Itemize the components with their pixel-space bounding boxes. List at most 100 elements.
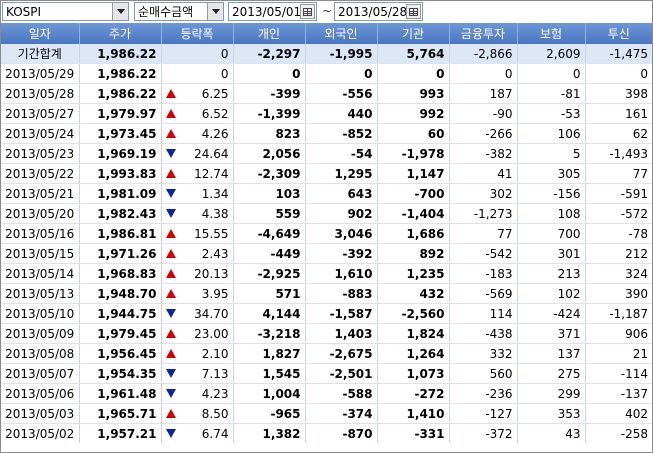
cell-foreign: -54 bbox=[305, 143, 378, 164]
cell-price: 1,969.19 bbox=[79, 143, 162, 164]
table-row[interactable]: 2013/05/28 1,986.22 6.25 -399 -556 993 187 -81 3… bbox=[1, 83, 652, 104]
cell-foreign: 3,046 bbox=[305, 223, 378, 244]
cell-institution: 1,824 bbox=[377, 323, 450, 344]
cell-insurance: 5 bbox=[517, 143, 586, 164]
table-row[interactable]: 2013/05/09 1,979.45 23.00 -3,218 1,403 1,824-… bbox=[1, 323, 652, 344]
column-header-price[interactable]: 주가 bbox=[79, 23, 162, 44]
change-value: 4.26 bbox=[201, 126, 229, 141]
end-date-field[interactable]: 2013/05/28 bbox=[334, 2, 423, 21]
cell-institution: 992 bbox=[377, 103, 450, 124]
market-select[interactable]: KOSPI bbox=[2, 2, 129, 21]
table-row[interactable]: 2013/05/20 1,982.43 4.38 559 902 -1,404 -1,273… bbox=[1, 203, 652, 224]
cell-date: 2013/05/20 bbox=[1, 203, 80, 224]
cell-price: 1,986.22 bbox=[79, 44, 162, 64]
chevron-down-icon bbox=[116, 9, 125, 14]
column-header-financial-investment[interactable]: 금융투자 bbox=[449, 23, 518, 44]
column-header-foreign[interactable]: 외국인 bbox=[305, 23, 378, 44]
column-header-change[interactable]: 등락폭 bbox=[161, 23, 234, 44]
cell-change: 7.13 bbox=[161, 363, 234, 384]
metric-dropdown-button[interactable] bbox=[207, 3, 223, 20]
up-triangle-icon bbox=[165, 349, 176, 358]
cell-foreign: 1,610 bbox=[305, 263, 378, 284]
cell-foreign: 902 bbox=[305, 203, 378, 224]
cell-individual: 1,827 bbox=[233, 343, 306, 364]
calendar-icon bbox=[303, 8, 312, 16]
cell-individual: -2,297 bbox=[233, 44, 306, 64]
cell-foreign: -852 bbox=[305, 123, 378, 144]
cell-individual: 1,004 bbox=[233, 383, 306, 404]
cell-date: 2013/05/28 bbox=[1, 83, 80, 104]
up-triangle-icon bbox=[165, 129, 176, 138]
cell-change: 24.64 bbox=[161, 143, 234, 164]
table-row[interactable]: 2013/05/03 1,965.71 8.50 -965 -374 1,410 -127 3… bbox=[1, 403, 652, 424]
change-value: 15.55 bbox=[194, 226, 229, 241]
end-calendar-button[interactable] bbox=[406, 4, 421, 19]
table-row[interactable]: 2013/05/22 1,993.83 12.74 -2,309 1,295 1,147 4… bbox=[1, 163, 652, 184]
cell-institution: 1,235 bbox=[377, 263, 450, 284]
cell-price: 1,979.97 bbox=[79, 103, 162, 124]
cell-institution: 5,764 bbox=[377, 44, 450, 64]
cell-individual: 0 bbox=[233, 63, 306, 84]
cell-individual: 1,382 bbox=[233, 423, 306, 443]
change-value: 8.50 bbox=[201, 406, 229, 421]
cell-price: 1,965.71 bbox=[79, 403, 162, 424]
table-row[interactable]: 2013/05/15 1,971.26 2.43 -449 -392 892 -542 301… bbox=[1, 243, 652, 264]
table-row[interactable]: 2013/05/02 1,957.21 6.74 1,382 -870 -331 -372 4… bbox=[1, 423, 652, 443]
cell-change: 6.74 bbox=[161, 423, 234, 443]
metric-select[interactable]: 순매수금액 bbox=[134, 2, 224, 21]
change-value: 6.25 bbox=[201, 86, 229, 101]
cell-insurance: 0 bbox=[517, 63, 586, 84]
cell-fin-invest: -382 bbox=[449, 143, 518, 164]
column-header-date[interactable]: 일자 bbox=[1, 23, 80, 44]
table-row[interactable]: 2013/05/08 1,956.45 2.10 1,827 -2,675 1,264 33… bbox=[1, 343, 652, 364]
column-header-insurance[interactable]: 보험 bbox=[517, 23, 586, 44]
cell-individual: -4,649 bbox=[233, 223, 306, 244]
cell-trust: 324 bbox=[585, 263, 652, 284]
cell-price: 1,979.45 bbox=[79, 323, 162, 344]
cell-insurance: -156 bbox=[517, 183, 586, 204]
table-row[interactable]: 2013/05/14 1,968.83 20.13 -2,925 1,610 1,235-… bbox=[1, 263, 652, 284]
cell-individual: 571 bbox=[233, 283, 306, 304]
cell-insurance: 106 bbox=[517, 123, 586, 144]
start-calendar-button[interactable] bbox=[300, 4, 315, 19]
table-row[interactable]: 2013/05/29 1,986.22 0 0 0 0 0 0 0 bbox=[1, 63, 652, 84]
cell-institution: 993 bbox=[377, 83, 450, 104]
column-header-individual[interactable]: 개인 bbox=[233, 23, 306, 44]
table-row[interactable]: 2013/05/10 1,944.75 34.70 4,144 -1,587 -2,560… bbox=[1, 303, 652, 324]
table-row[interactable]: 2013/05/24 1,973.45 4.26 823 -852 60 -266 106 62 bbox=[1, 123, 652, 144]
down-triangle-icon bbox=[165, 209, 176, 218]
cell-fin-invest: 77 bbox=[449, 223, 518, 244]
down-triangle-icon bbox=[165, 309, 176, 318]
cell-institution: 892 bbox=[377, 243, 450, 264]
table-row-total[interactable]: 기간합계 1,986.22 0 -2,297 -1,995 5,764 -2,866 2,60… bbox=[1, 44, 652, 64]
cell-foreign: 440 bbox=[305, 103, 378, 124]
cell-change: 3.95 bbox=[161, 283, 234, 304]
cell-change: 0 bbox=[161, 44, 234, 64]
up-triangle-icon bbox=[165, 109, 176, 118]
table-row[interactable]: 2013/05/13 1,948.70 3.95 571 -883 432 -569 102 3… bbox=[1, 283, 652, 304]
table-row[interactable]: 2013/05/27 1,979.97 6.52 -1,399 440 992 -90 -53… bbox=[1, 103, 652, 124]
cell-fin-invest: -569 bbox=[449, 283, 518, 304]
cell-date: 2013/05/10 bbox=[1, 303, 80, 324]
column-header-trust[interactable]: 투신 bbox=[585, 23, 652, 44]
table-row[interactable]: 2013/05/16 1,986.81 15.55 -4,649 3,046 1,686 7… bbox=[1, 223, 652, 244]
market-dropdown-button[interactable] bbox=[112, 3, 128, 20]
cell-institution: 60 bbox=[377, 123, 450, 144]
cell-date: 2013/05/29 bbox=[1, 63, 80, 84]
cell-foreign: -588 bbox=[305, 383, 378, 404]
table-row[interactable]: 2013/05/21 1,981.09 1.34 103 643 -700 302 -156-… bbox=[1, 183, 652, 204]
cell-change: 15.55 bbox=[161, 223, 234, 244]
cell-change: 20.13 bbox=[161, 263, 234, 284]
cell-insurance: 108 bbox=[517, 203, 586, 224]
column-header-institution[interactable]: 기관 bbox=[377, 23, 450, 44]
cell-change: 2.10 bbox=[161, 343, 234, 364]
table-row[interactable]: 2013/05/07 1,954.35 7.13 1,545 -2,501 1,073 56… bbox=[1, 363, 652, 384]
down-triangle-icon bbox=[165, 389, 176, 398]
cell-date: 2013/05/21 bbox=[1, 183, 80, 204]
start-date-field[interactable]: 2013/05/01 bbox=[228, 2, 317, 21]
table-row[interactable]: 2013/05/06 1,961.48 4.23 1,004 -588 -272 -236 2… bbox=[1, 383, 652, 404]
table-row[interactable]: 2013/05/23 1,969.19 24.64 2,056 -54 -1,978 -38… bbox=[1, 143, 652, 164]
market-select-value: KOSPI bbox=[6, 5, 42, 19]
cell-trust: -258 bbox=[620, 426, 648, 441]
cell-date: 2013/05/13 bbox=[1, 283, 80, 304]
